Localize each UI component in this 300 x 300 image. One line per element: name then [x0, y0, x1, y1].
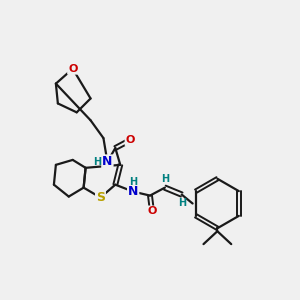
Text: O: O — [125, 135, 135, 145]
Text: H: H — [93, 157, 102, 167]
Text: H: H — [129, 177, 137, 187]
Text: S: S — [96, 191, 105, 204]
Text: N: N — [128, 185, 138, 198]
Text: O: O — [147, 206, 157, 216]
Text: N: N — [102, 155, 112, 168]
Text: H: H — [161, 174, 169, 184]
Text: H: H — [178, 199, 186, 208]
Text: O: O — [68, 64, 77, 74]
